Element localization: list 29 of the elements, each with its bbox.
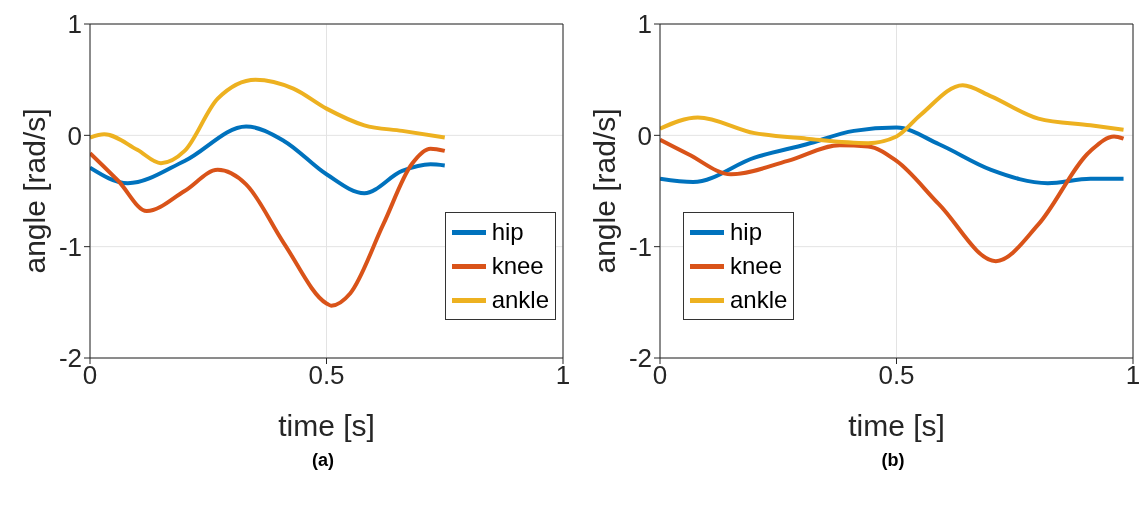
y-tick-label: 1 xyxy=(67,9,82,40)
x-tick-label: 0.5 xyxy=(308,360,345,391)
y-axis-title: angle [rad/s] xyxy=(587,108,621,274)
legend-label: ankle xyxy=(730,285,788,315)
x-axis-title: time [s] xyxy=(278,409,375,442)
legend-label: knee xyxy=(491,251,544,281)
x-tick-label: 1 xyxy=(1125,360,1141,391)
y-tick-label: -1 xyxy=(58,231,82,262)
legend-label: hip xyxy=(730,217,763,247)
y-axis-title: angle [rad/s] xyxy=(17,108,51,274)
legend-label: hip xyxy=(491,217,524,247)
text: (a) xyxy=(311,450,335,471)
x-tick-label: 0.5 xyxy=(878,360,915,391)
y-tick-label: -2 xyxy=(628,343,652,374)
y-tick-label: 0 xyxy=(67,120,82,151)
text: (b) xyxy=(880,450,906,471)
x-axis-title: time [s] xyxy=(848,409,945,442)
legend-label: ankle xyxy=(491,285,549,315)
line-series xyxy=(660,125,1126,186)
y-tick-label: -1 xyxy=(628,231,652,262)
line-series xyxy=(660,83,1126,146)
line-series xyxy=(90,124,447,196)
y-tick-label: 0 xyxy=(637,120,652,151)
line-series xyxy=(90,146,447,308)
legend-label: knee xyxy=(730,251,783,281)
y-tick-label: 1 xyxy=(637,9,652,40)
x-tick-label: 1 xyxy=(555,360,571,391)
y-tick-label: -2 xyxy=(58,343,82,374)
line-series xyxy=(90,77,447,166)
